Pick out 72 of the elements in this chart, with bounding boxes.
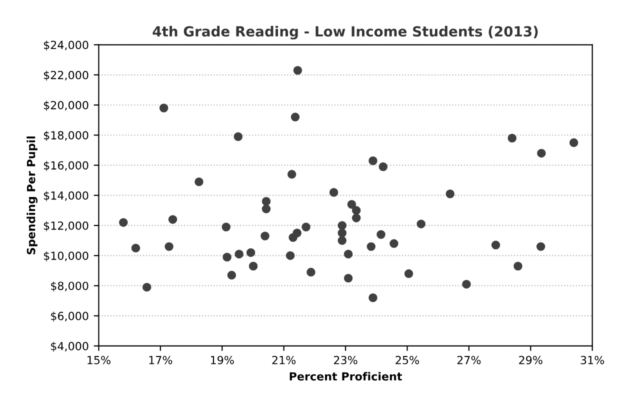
y-tick-label: $12,000 [44,221,88,232]
point [302,222,310,232]
point [286,251,295,260]
point [194,177,204,186]
y-tick-label: $10,000 [44,251,88,262]
x-tick-label: 27% [457,356,481,364]
point [260,232,270,240]
x-tick-label: 29% [519,356,542,364]
point [446,189,454,198]
point [292,228,302,238]
x-axis-title: Percent Proficient [290,372,402,381]
y-tick-label: $6,000 [51,312,88,322]
point [293,66,302,75]
x-tick-label: 25% [396,356,419,364]
y-axis-title: Spending Per Pupil [26,136,38,254]
point [168,215,178,224]
point [514,262,522,271]
point [404,269,414,278]
point [287,170,296,179]
y-tick-label: $24,000 [44,40,88,51]
point [142,282,152,292]
y-tick-label: $20,000 [44,100,88,111]
y-tick-label: $22,000 [44,70,88,81]
chart-title: 4th Grade Reading - Low Income Students (2013) [152,26,538,40]
point [352,206,361,215]
y-tick-label: $16,000 [44,161,88,172]
x-tick-label: 23% [334,356,358,364]
y-tick-label: $14,000 [44,191,88,202]
point [246,248,256,257]
point [344,250,353,258]
point [569,138,578,148]
point [537,148,546,158]
point [491,240,500,250]
point [222,222,230,232]
x-tick-label: 19% [210,356,234,364]
y-tick-label: $4,000 [51,342,88,352]
point [416,220,426,228]
point [366,242,376,251]
point [368,293,378,302]
point [390,239,398,248]
point [347,200,356,209]
point [159,104,168,112]
point [338,221,346,230]
point [227,270,236,280]
point [352,214,361,222]
point [234,250,244,258]
point [234,132,243,141]
point [164,242,174,251]
x-tick-label: 15% [88,356,110,364]
point [338,236,346,245]
x-tick-label: 31% [580,356,604,364]
point [368,156,378,166]
point [119,218,128,227]
point [131,244,140,252]
point [378,162,388,172]
point [536,242,546,251]
point [462,280,471,289]
point [262,204,271,214]
point [508,134,516,143]
point [329,188,338,197]
y-tick-label: $8,000 [51,281,88,292]
point [376,230,386,239]
point [222,252,232,262]
point [344,274,353,283]
point [306,268,316,277]
point [290,112,300,122]
point [248,262,258,271]
point [338,228,346,238]
point [262,197,271,206]
y-tick-label: $18,000 [44,130,88,141]
x-tick-label: 17% [149,356,172,364]
x-tick-label: 21% [272,356,296,364]
